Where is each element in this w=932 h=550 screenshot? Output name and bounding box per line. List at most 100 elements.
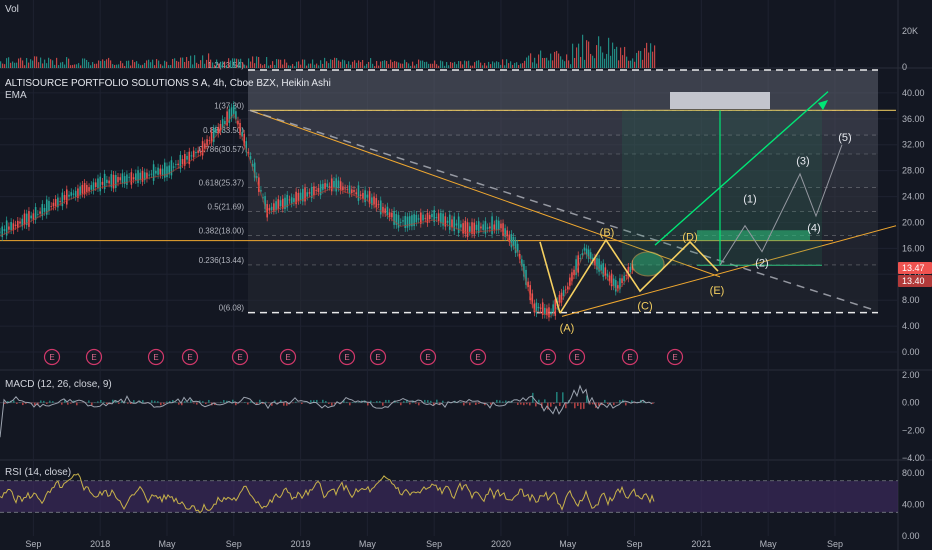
macd-histogram-bar <box>268 402 270 404</box>
volume-bar <box>544 57 546 68</box>
candle-body <box>48 200 50 211</box>
fib-level-label: 0.236(13.44) <box>199 256 245 265</box>
candle-body <box>45 199 48 215</box>
candle-body <box>631 264 634 271</box>
candle-body <box>489 226 491 229</box>
candle-body <box>284 197 286 210</box>
earnings-marker-label: E <box>91 353 96 362</box>
macd-histogram-bar <box>52 401 54 403</box>
volume-bar <box>204 63 206 68</box>
volume-bar <box>206 59 208 68</box>
volume-bar <box>564 61 566 68</box>
candle-body <box>539 307 542 309</box>
macd-histogram-bar <box>652 402 654 404</box>
volume-bar <box>298 61 300 68</box>
volume-bar <box>112 64 114 68</box>
candle-body <box>166 166 168 178</box>
candle-body <box>564 289 567 291</box>
candle-body <box>413 214 415 227</box>
candle-body <box>108 180 110 184</box>
volume-bar <box>86 59 88 68</box>
candle-body <box>548 307 550 318</box>
volume-bar <box>354 60 356 68</box>
candle-body <box>10 221 12 231</box>
candle-body <box>541 302 544 315</box>
candle-body <box>106 179 108 183</box>
earnings-marker-label: E <box>425 353 430 362</box>
volume-bar <box>74 64 76 68</box>
candle-body <box>132 177 135 180</box>
volume-bar <box>426 61 428 68</box>
macd-histogram-bar <box>475 402 477 405</box>
volume-bar <box>128 60 130 68</box>
volume-bar <box>518 65 520 68</box>
volume-bar <box>110 60 112 68</box>
volume-bar <box>352 61 354 68</box>
macd-histogram-bar <box>235 402 237 406</box>
macd-histogram-bar <box>256 402 258 405</box>
candle-body <box>446 220 449 223</box>
macd-histogram-bar <box>529 402 531 406</box>
volume-bar <box>256 56 258 68</box>
candle-body <box>212 128 215 142</box>
volume-bar <box>604 58 606 68</box>
volume-bar <box>620 47 622 68</box>
macd-histogram-bar <box>172 399 174 403</box>
volume-bar <box>406 62 408 68</box>
candle-body <box>19 221 21 224</box>
candle-body <box>8 226 10 230</box>
volume-bar <box>236 58 238 68</box>
candle-body <box>462 223 464 234</box>
candle-body <box>455 223 458 226</box>
earnings-marker <box>43 348 61 366</box>
candle-body <box>330 178 333 192</box>
macd-histogram-bar <box>424 399 426 403</box>
projection-zone <box>622 110 822 266</box>
candle-body <box>197 150 199 153</box>
volume-bar <box>586 40 588 68</box>
candle-body <box>255 176 258 178</box>
volume-bar <box>498 62 500 68</box>
candle-body <box>59 201 61 203</box>
macd-histogram-bar <box>403 401 405 403</box>
candle-body <box>195 151 197 154</box>
volume-bar <box>606 53 608 68</box>
volume-bar <box>20 57 22 68</box>
wave-label: (E) <box>710 285 725 297</box>
volume-bar <box>446 61 448 68</box>
volume-bar <box>344 60 346 68</box>
volume-bar <box>510 61 512 68</box>
candle-body <box>475 224 478 230</box>
candle-body <box>333 181 335 188</box>
candle-body <box>344 188 346 190</box>
macd-histogram-bar <box>592 402 594 405</box>
volume-bar <box>394 61 396 68</box>
volume-bar <box>24 65 26 68</box>
earnings-marker-label: E <box>187 353 192 362</box>
volume-bar <box>16 62 18 68</box>
candle-body <box>468 226 471 232</box>
candle-body <box>128 176 130 178</box>
volume-bar <box>364 65 366 68</box>
wave-label: (A) <box>560 322 575 334</box>
fib-zone-1 <box>248 110 878 136</box>
macd-histogram-bar <box>115 400 117 403</box>
volume-bar <box>78 63 80 68</box>
earnings-marker-label: E <box>672 353 677 362</box>
chart-title: ALTISOURCE PORTFOLIO SOLUTIONS S A, 4h, … <box>5 78 331 89</box>
volume-bar <box>554 51 556 68</box>
x-tick-label: 2020 <box>491 539 511 549</box>
candle-body <box>190 155 193 157</box>
volume-bar <box>132 59 134 68</box>
volume-bar <box>494 62 496 68</box>
candle-body <box>290 197 293 204</box>
candle-body <box>598 258 600 272</box>
candle-body <box>426 212 429 223</box>
volume-bar <box>280 59 282 68</box>
macd-histogram-bar <box>25 402 27 404</box>
candle-body <box>163 162 166 178</box>
volume-bar <box>514 62 516 68</box>
candle-body <box>295 191 297 205</box>
trendline-desc <box>249 109 721 278</box>
